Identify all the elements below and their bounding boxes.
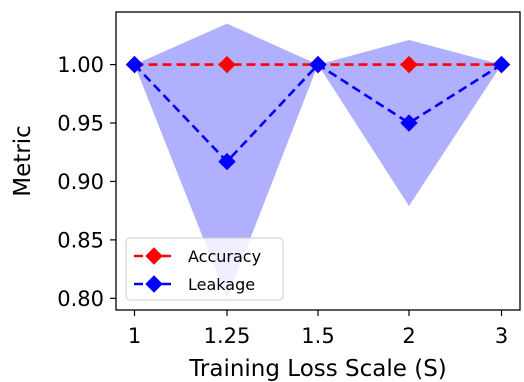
marker-leakage bbox=[218, 152, 236, 171]
x-tick-label: 2 bbox=[402, 324, 415, 348]
confidence-bands bbox=[134, 23, 502, 299]
x-axis-label: Training Loss Scale (S) bbox=[188, 356, 447, 382]
x-tick-label: 1.25 bbox=[204, 324, 251, 348]
marker-leakage bbox=[125, 55, 144, 74]
marker-accuracy bbox=[218, 55, 236, 74]
marker-leakage bbox=[309, 55, 327, 74]
y-axis-label: Metric bbox=[10, 125, 36, 197]
legend: Accuracy Leakage bbox=[125, 237, 284, 301]
x-axis-ticks: 1 1.25 1.5 2 3 bbox=[128, 310, 508, 348]
y-tick-label: 0.85 bbox=[57, 228, 104, 252]
x-tick-label: 1 bbox=[128, 324, 141, 348]
y-tick-label: 0.95 bbox=[57, 112, 104, 136]
y-axis-ticks: 0.80 0.85 0.90 0.95 1.00 bbox=[57, 53, 116, 311]
legend-label-leakage: Leakage bbox=[188, 275, 255, 294]
y-tick-label: 0.90 bbox=[57, 170, 104, 194]
series-markers bbox=[125, 55, 511, 171]
x-tick-label: 3 bbox=[495, 324, 508, 348]
marker-leakage bbox=[400, 114, 418, 132]
legend-label-accuracy: Accuracy bbox=[188, 247, 261, 266]
marker-accuracy bbox=[400, 55, 418, 74]
x-tick-label: 1.5 bbox=[301, 324, 334, 348]
marker-leakage bbox=[492, 55, 511, 74]
legend-marker-leakage bbox=[145, 275, 163, 293]
y-tick-label: 0.80 bbox=[57, 287, 104, 311]
legend-marker-accuracy bbox=[145, 247, 163, 265]
band-leakage bbox=[134, 23, 502, 299]
y-tick-label: 1.00 bbox=[57, 53, 104, 77]
